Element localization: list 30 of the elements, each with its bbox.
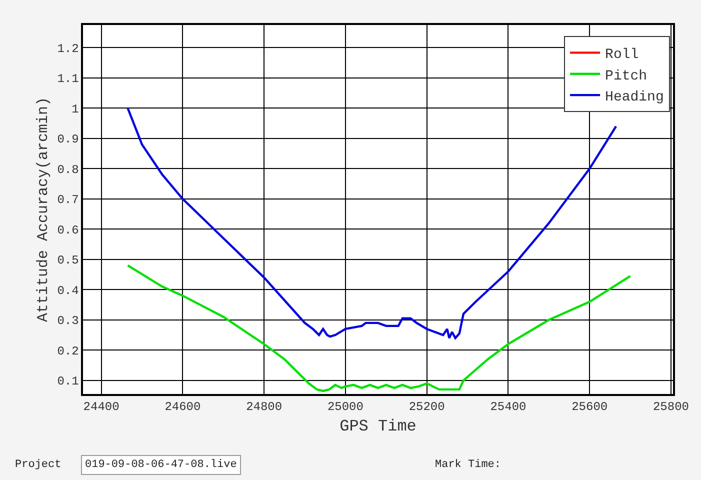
y-tick-label: 1: [72, 102, 79, 116]
x-tick-label: 24800: [246, 400, 282, 414]
y-axis-title: Attitude Accuracy(arcmin): [34, 96, 52, 322]
y-tick-label: 1.1: [57, 72, 79, 86]
y-tick-label: 0.9: [57, 132, 79, 147]
y-tick-label: 1.2: [57, 42, 79, 56]
text: Project: [15, 459, 62, 471]
x-tick-label: 24400: [83, 400, 120, 414]
x-tick-label: 25200: [408, 400, 445, 414]
y-tick-label: 0.1: [57, 374, 79, 389]
y-tick-label: 0.3: [57, 314, 79, 328]
x-tick-label: 25800: [652, 400, 689, 414]
text: Mark Time:: [435, 459, 502, 471]
legend-label: Heading: [605, 90, 664, 106]
y-tick-label: 0.7: [57, 193, 79, 208]
y-tick-label: 0.8: [57, 162, 79, 177]
x-tick-label: 25000: [327, 400, 364, 414]
legend-label: Roll: [605, 47, 639, 64]
y-tick-label: 0.6: [57, 223, 79, 238]
y-tick-label: 0.4: [57, 284, 79, 298]
x-tick-label: 25600: [572, 400, 608, 414]
x-axis-title: GPS Time: [340, 417, 416, 436]
text: 019-09-08-06-47-08.live: [85, 459, 237, 471]
x-tick-label: 25400: [490, 400, 526, 414]
line-series: [126, 107, 618, 340]
y-tick-label: 0.5: [57, 254, 79, 268]
legend-label: Pitch: [605, 68, 648, 84]
y-tick-label: 0.2: [57, 344, 79, 358]
line-series: [126, 264, 632, 392]
x-tick-label: 24600: [164, 400, 201, 414]
